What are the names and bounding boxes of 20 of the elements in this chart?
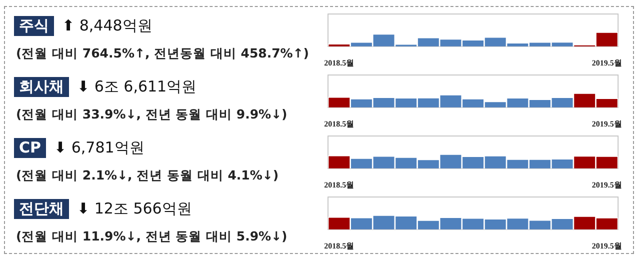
text: ⬇ 6,781억원 <box>54 138 144 156</box>
text: ⬇ 12조 566억원 <box>77 199 192 218</box>
x-tick-label: 2019.5월 <box>592 241 622 250</box>
text: 회사채 <box>19 77 64 96</box>
text: ⬇ 6조 6,611억원 <box>77 77 197 96</box>
x-tick-label: 2019.5월 <box>592 119 622 128</box>
text: 전단채 <box>19 199 64 218</box>
x-tick-label: 2019.5월 <box>592 58 622 68</box>
text: (전월 대비 764.5%↑, 전년동월 대비 458.7%↑) <box>16 45 310 60</box>
text: CP <box>19 138 42 156</box>
text: (전월 대비 11.9%↓, 전년 동월 대비 5.9%↓) <box>16 228 288 244</box>
x-tick-label: 2019.5월 <box>592 180 622 190</box>
x-tick-label: 2018.5월 <box>324 58 354 68</box>
text: (전월 대비 2.1%↓, 전년 동월 대비 4.1%↓) <box>16 167 279 182</box>
x-tick-label: 2018.5월 <box>324 180 354 190</box>
text: 주식 <box>19 16 49 34</box>
x-tick-label: 2018.5월 <box>324 119 354 128</box>
x-tick-label: 2018.5월 <box>324 241 354 250</box>
text: ⬆ 8,448억원 <box>62 16 152 34</box>
text: (전월 대비 33.9%↓, 전년 동월 대비 9.9%↓) <box>16 106 288 122</box>
